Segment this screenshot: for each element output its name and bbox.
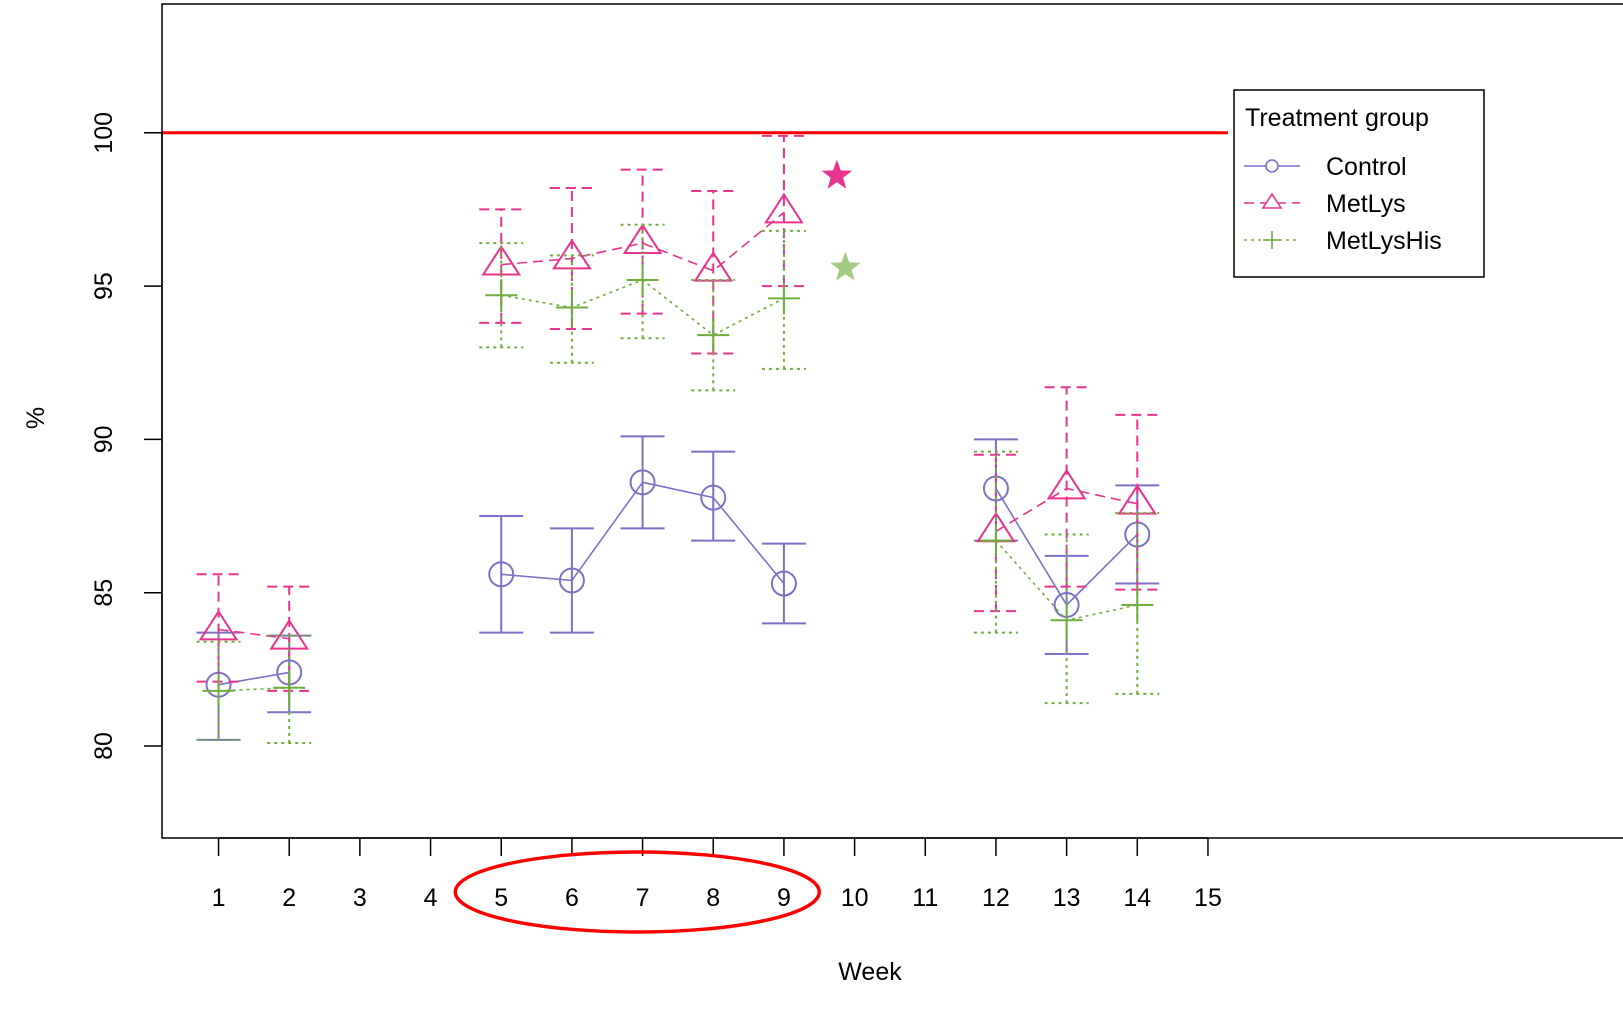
error-bar — [620, 435, 665, 530]
x-tick-label: 6 — [565, 884, 579, 912]
data-point — [1046, 468, 1087, 500]
error-bar — [267, 634, 312, 744]
error-bar — [761, 229, 806, 370]
data-point — [1121, 588, 1154, 621]
y-tick-label: 80 — [90, 732, 118, 760]
x-axis: 1 2 3 4 5 6 7 8 9 10 11 12 13 14 15 — [212, 837, 1222, 912]
error-bar — [549, 527, 594, 634]
legend-item-control: Control — [1244, 153, 1407, 181]
significance-star — [830, 251, 861, 281]
x-axis-label: Week — [838, 958, 902, 986]
y-tick-label: 90 — [90, 425, 118, 453]
y-tick-label: 95 — [90, 272, 118, 300]
legend-box — [1233, 89, 1485, 278]
data-point — [700, 484, 727, 511]
x-tick-label: 13 — [1053, 884, 1081, 912]
x-tick-label: 7 — [636, 884, 650, 912]
data-point — [485, 279, 518, 312]
x-tick-label: 11 — [912, 884, 938, 912]
series-metlys — [196, 134, 1160, 692]
legend: Treatment group Control MetLys MetLysHis — [1233, 89, 1485, 278]
x-tick-label: 10 — [841, 884, 869, 912]
x-tick-label: 14 — [1123, 884, 1151, 912]
x-tick-label: 1 — [212, 884, 226, 912]
y-axis: 80 85 90 95 100 — [90, 112, 163, 760]
data-point — [488, 561, 515, 588]
data-point — [626, 263, 659, 296]
legend-entries: Control MetLys MetLysHis — [1244, 153, 1442, 255]
x-tick-label: 4 — [424, 884, 438, 912]
error-bar — [196, 573, 241, 683]
data-point — [764, 192, 804, 224]
data-point — [697, 319, 730, 352]
legend-label: Control — [1326, 153, 1407, 181]
error-bar — [691, 450, 736, 542]
series-line — [501, 211, 785, 272]
error-bar — [479, 242, 524, 349]
legend-marker — [1265, 159, 1279, 173]
series-line — [218, 628, 290, 640]
error-bar — [761, 542, 806, 625]
legend-label: MetLys — [1326, 190, 1406, 218]
y-tick-label: 85 — [90, 579, 118, 607]
series-metlyshis — [196, 223, 1160, 744]
data-point — [202, 674, 235, 707]
data-point — [979, 524, 1012, 557]
legend-item-metlyshis: MetLysHis — [1244, 227, 1442, 255]
data-point — [770, 570, 797, 597]
error-bar — [973, 450, 1018, 634]
annotations — [453, 159, 861, 934]
x-tick-label: 2 — [282, 884, 296, 912]
legend-marker — [1263, 231, 1281, 249]
legend-marker — [1261, 192, 1283, 209]
series-control — [196, 435, 1160, 741]
data-point — [555, 291, 588, 324]
x-tick-label: 12 — [982, 884, 1010, 912]
data-point — [198, 609, 239, 641]
legend-label: MetLysHis — [1326, 227, 1442, 255]
data-point — [273, 671, 306, 704]
highlight-ellipse — [453, 850, 822, 934]
x-tick-label: 3 — [353, 884, 367, 912]
error-bar — [479, 515, 524, 634]
y-tick-label: 100 — [90, 112, 118, 154]
x-tick-label: 15 — [1194, 884, 1222, 912]
chart-marks — [162, 131, 1228, 744]
legend-title: Treatment group — [1245, 104, 1429, 132]
data-point — [1050, 604, 1083, 637]
x-tick-label: 8 — [706, 884, 720, 912]
x-tick-label: 9 — [777, 884, 791, 912]
x-tick-label: 5 — [494, 884, 508, 912]
error-bar — [691, 278, 736, 392]
data-point — [558, 567, 585, 594]
data-point — [629, 469, 656, 496]
data-point — [767, 282, 800, 315]
error-bar — [549, 254, 594, 364]
legend-item-metlys: MetLys — [1244, 190, 1406, 218]
significance-star — [821, 159, 853, 189]
error-bar — [1115, 511, 1160, 695]
y-axis-label: % — [22, 407, 50, 429]
